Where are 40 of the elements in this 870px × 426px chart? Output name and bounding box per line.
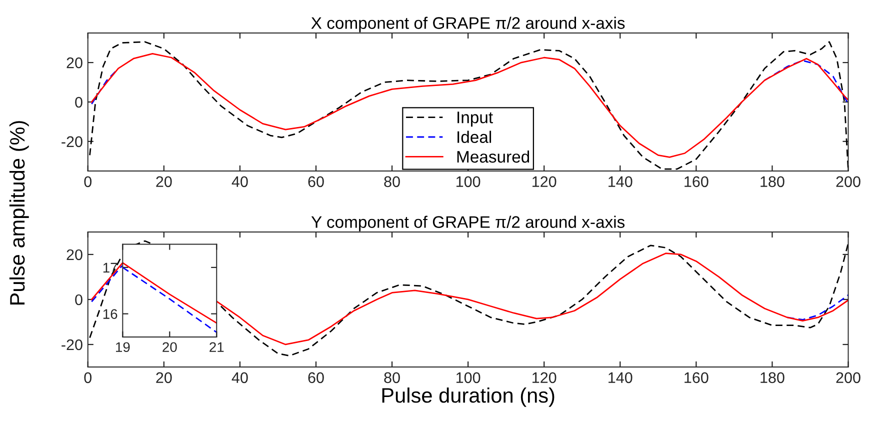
x-tick-label: 19	[116, 342, 130, 352]
legend-label: Measured	[457, 150, 530, 163]
y-tick-label: 20	[66, 249, 82, 260]
x-tick-label: 80	[384, 372, 400, 384]
legend-label: Input	[458, 112, 493, 127]
x-axis-title: Pulse duration (ns)	[382, 387, 554, 407]
x-tick-label: 60	[308, 372, 324, 384]
x-tick-label: 160	[684, 176, 708, 188]
chart-title: Y component of GRAPE π/2 around x-axis	[311, 216, 625, 232]
x-tick-label: 120	[532, 372, 556, 384]
x-tick-label: 200	[836, 176, 860, 188]
x-tick-label: 180	[760, 176, 784, 188]
x-tick-label: 20	[156, 372, 172, 384]
legend-label: Ideal	[458, 130, 492, 143]
x-tick-label: 60	[308, 176, 324, 188]
y-tick-label: 0	[75, 294, 82, 306]
x-tick-label: 140	[608, 372, 632, 384]
y-tick-label: -20	[62, 136, 82, 148]
x-tick-label: 40	[232, 176, 248, 188]
y-tick-label: 17	[103, 262, 118, 272]
x-tick-label: 100	[456, 176, 480, 188]
chart-title: X component of GRAPE π/2 around x-axis	[311, 16, 625, 32]
x-tick-label: 140	[608, 176, 632, 188]
x-tick-label: 200	[836, 372, 860, 384]
x-tick-label: 20	[156, 176, 172, 188]
x-tick-label: 100	[456, 372, 480, 384]
x-tick-label: 40	[232, 372, 248, 384]
y-tick-label: -20	[62, 339, 82, 350]
x-tick-label: 80	[384, 176, 400, 188]
y-tick-label: 0	[75, 96, 82, 108]
x-tick-label: 20	[162, 342, 177, 352]
y-tick-label: 20	[66, 57, 82, 68]
x-tick-label: 21	[210, 342, 224, 352]
x-tick-label: 160	[684, 372, 708, 384]
x-tick-label: 180	[760, 372, 784, 384]
x-tick-label: 0	[84, 176, 92, 188]
x-tick-label: 0	[84, 372, 92, 384]
y-axis-title: Pulse amplitude (%)	[9, 121, 29, 304]
y-tick-label: 16	[103, 309, 118, 319]
x-tick-label: 120	[532, 176, 556, 188]
